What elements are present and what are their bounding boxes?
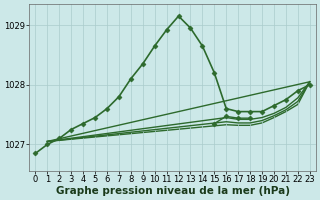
X-axis label: Graphe pression niveau de la mer (hPa): Graphe pression niveau de la mer (hPa) xyxy=(56,186,290,196)
